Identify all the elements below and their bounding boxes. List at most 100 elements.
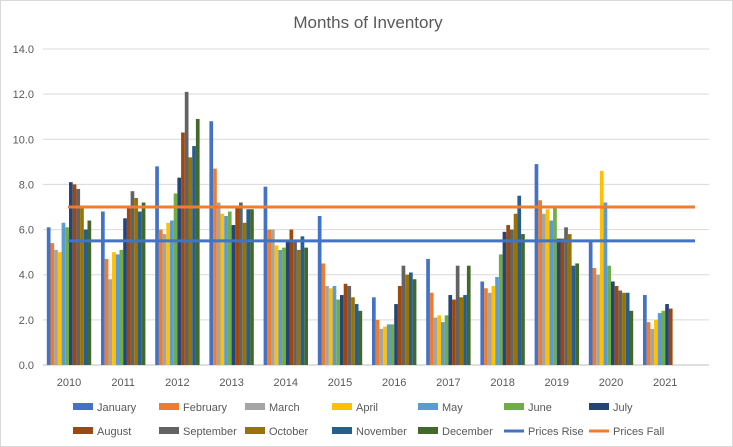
bar (267, 229, 271, 365)
x-tick-label: 2012 (165, 377, 189, 389)
bar (300, 236, 305, 365)
bar (173, 193, 178, 365)
bar (351, 297, 355, 365)
legend-label: November (356, 426, 407, 438)
legend-swatch (332, 403, 352, 410)
bar (216, 202, 221, 365)
bar (542, 213, 546, 365)
legend-swatch (73, 427, 93, 434)
bar (545, 209, 550, 365)
bar (657, 313, 662, 365)
bar (293, 240, 297, 365)
bar (375, 319, 380, 365)
bar (495, 276, 499, 365)
bar (386, 324, 391, 365)
y-tick-label: 14.0 (13, 44, 34, 56)
legend-label: September (183, 426, 237, 438)
x-tick-label: 2015 (328, 377, 352, 389)
bar (213, 168, 217, 365)
legend-swatch (245, 427, 265, 434)
bar (235, 207, 239, 365)
bar (296, 249, 301, 365)
legend-label: May (442, 402, 463, 414)
legend-swatch (73, 403, 93, 410)
bar (549, 220, 554, 365)
bar (57, 252, 62, 365)
y-tick-label: 0.0 (19, 360, 34, 372)
bar (646, 322, 651, 365)
bar (592, 267, 597, 365)
bar (538, 200, 542, 365)
legend-swatch (504, 403, 524, 410)
bar (354, 304, 359, 365)
bar (643, 295, 647, 365)
bar (271, 229, 275, 365)
reference-lines (68, 205, 695, 243)
bar (498, 254, 503, 365)
bar (317, 216, 322, 365)
bar (263, 186, 268, 365)
bar (455, 265, 460, 365)
bar (170, 220, 174, 365)
bar (510, 229, 514, 365)
bar (231, 225, 236, 365)
legend: January February March April May June July Augu… (73, 402, 664, 438)
legend-swatch (418, 427, 438, 434)
bar (220, 213, 225, 365)
legend-swatch (159, 427, 179, 434)
bar (115, 254, 120, 365)
bars (46, 91, 673, 365)
bar (437, 315, 441, 365)
bar (412, 279, 417, 365)
bar (517, 195, 522, 365)
bar (104, 258, 109, 365)
bar (401, 265, 406, 365)
bar (162, 234, 167, 365)
bar (433, 317, 438, 365)
bar (611, 281, 615, 365)
bar (50, 243, 55, 365)
x-axis: 2010 2011 2012 2013 2014 2015 2016 2017 2018 2019… (57, 377, 678, 389)
bar (69, 182, 73, 365)
bar (123, 218, 127, 365)
legend-swatch (589, 403, 609, 410)
bar (130, 191, 135, 365)
bar (665, 304, 669, 365)
bar (491, 286, 496, 365)
bar (534, 164, 539, 365)
bar (285, 240, 290, 365)
bar (575, 263, 579, 365)
bar (459, 297, 464, 365)
y-tick-label: 10.0 (13, 134, 34, 146)
y-tick-label: 4.0 (19, 270, 34, 282)
bar (553, 207, 557, 365)
bar (560, 238, 565, 365)
legend-label: October (269, 426, 308, 438)
bar (336, 299, 340, 365)
bar (668, 308, 673, 365)
bar (571, 265, 576, 365)
bar (397, 286, 402, 365)
bar (405, 274, 409, 365)
bar (466, 265, 471, 365)
bar (521, 234, 525, 365)
legend-label: December (442, 426, 493, 438)
bar (242, 222, 247, 365)
x-tick-label: 2011 (111, 377, 135, 389)
bar (112, 252, 116, 365)
bar (54, 249, 58, 365)
bar (126, 207, 131, 365)
bar (188, 157, 193, 365)
x-tick-label: 2020 (599, 377, 623, 389)
legend-label: Prices Fall (613, 426, 664, 438)
legend-swatch (159, 403, 179, 410)
gridlines (43, 48, 709, 366)
bar (343, 283, 348, 365)
bar (166, 222, 170, 365)
bar (61, 222, 66, 365)
bar (134, 197, 138, 365)
bar (282, 247, 286, 365)
y-tick-label: 2.0 (19, 315, 34, 327)
x-tick-label: 2014 (274, 377, 298, 389)
